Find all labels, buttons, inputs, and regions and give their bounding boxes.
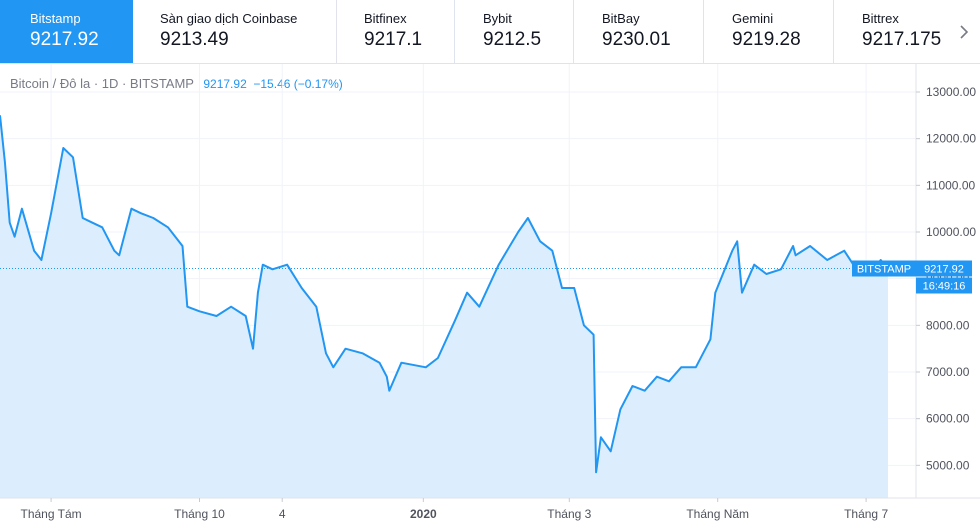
y-tick-label: 11000.00 <box>926 178 975 192</box>
y-tick-label: 13000.00 <box>926 85 976 99</box>
x-axis: Tháng Tám Tháng 10 4 2020 Tháng 3 Tháng Năm Th… <box>21 498 888 521</box>
tab-name: Bybit <box>483 11 512 26</box>
tab-name: Bitstamp <box>30 11 81 26</box>
price-chart[interactable]: 13000.0012000.0011000.0010000.009000.008… <box>0 64 980 530</box>
tab-price: 9219.28 <box>732 29 801 50</box>
countdown-text: 16:49:16 <box>923 280 966 292</box>
y-tick-label: 6000.00 <box>926 412 970 426</box>
tab-price: 9217.175 <box>862 29 942 50</box>
next-tabs-button[interactable] <box>948 0 980 63</box>
tab-bitbay[interactable]: BitBay 9230.01 <box>574 0 704 63</box>
tab-bittrex[interactable]: Bittrex 9217.175 <box>834 0 948 63</box>
last-price: 9217.92 <box>203 77 247 91</box>
chart-legend: Bitcoin / Đô la · 1D · BITSTAMP 9217.92 … <box>10 76 343 91</box>
tab-price: 9213.49 <box>160 29 229 50</box>
tab-name: BitBay <box>602 11 640 26</box>
symbol-title: Bitcoin / Đô la · 1D · BITSTAMP <box>10 76 194 91</box>
exchange-tag <box>852 260 916 277</box>
tab-price: 9212.5 <box>483 29 542 50</box>
price-change: −15.46 (−0.17%) <box>253 77 343 91</box>
price-area <box>0 115 888 499</box>
y-axis: 13000.0012000.0011000.0010000.009000.008… <box>916 85 976 472</box>
x-tick-label: 4 <box>279 507 286 521</box>
tab-price: 9217.1 <box>364 29 423 50</box>
y-tick-label: 12000.00 <box>926 132 976 146</box>
tab-name: Gemini <box>732 11 774 26</box>
price-line <box>0 115 889 474</box>
tab-bitstamp[interactable]: Bitstamp 9217.92 <box>0 0 133 63</box>
tab-coinbase[interactable]: Sàn giao dịch Coinbase 9213.49 <box>133 0 337 63</box>
tab-name: Sàn giao dịch Coinbase <box>160 11 298 26</box>
tab-price: 9230.01 <box>602 29 671 50</box>
tab-bitfinex[interactable]: Bitfinex 9217.1 <box>337 0 455 63</box>
x-tick-label: Tháng Năm <box>686 507 749 521</box>
price-tag <box>916 260 972 277</box>
tab-name: Bittrex <box>862 11 899 26</box>
countdown-tag <box>916 277 972 294</box>
exchange-tag-text: BITSTAMP <box>857 263 911 275</box>
tab-gemini[interactable]: Gemini 9219.28 <box>704 0 834 63</box>
x-tick-label: Tháng Tám <box>21 507 82 521</box>
x-tick-label: Tháng 10 <box>174 507 225 521</box>
x-tick-label: Tháng 3 <box>547 507 591 521</box>
x-tick-label: 2020 <box>410 507 437 521</box>
chevron-right-icon <box>960 24 969 39</box>
tab-name: Bitfinex <box>364 11 407 26</box>
x-tick-label: Tháng 7 <box>844 507 888 521</box>
exchange-tabs: Bitstamp 9217.92 Sàn giao dịch Coinbase … <box>0 0 980 64</box>
y-tick-label: 10000.00 <box>926 225 976 239</box>
tab-price: 9217.92 <box>30 29 99 50</box>
price-tag-text: 9217.92 <box>924 263 964 275</box>
y-tick-label: 8000.00 <box>926 318 970 332</box>
last-price-label: BITSTAMP 9217.92 16:49:16 <box>852 260 972 294</box>
tab-bybit[interactable]: Bybit 9212.5 <box>455 0 574 63</box>
y-tick-label: 7000.00 <box>926 365 970 379</box>
y-tick-label: 5000.00 <box>926 458 970 472</box>
